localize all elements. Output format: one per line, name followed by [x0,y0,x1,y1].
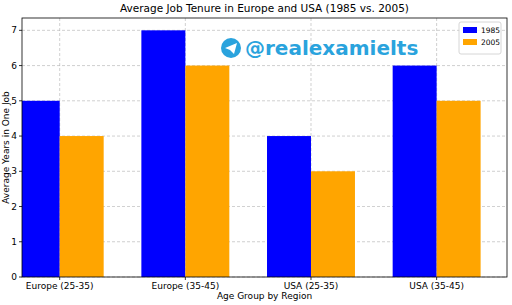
x-axis-label: Age Group by Region [217,291,312,301]
bars [22,30,481,277]
x-tick-label: Europe (25-35) [26,281,94,291]
y-axis-label: Average Years in One Job [1,91,11,204]
legend-box [459,22,501,54]
y-tick [19,30,22,31]
y-tick-label: 4 [11,131,17,141]
y-tick-label: 3 [11,166,17,176]
y-tick [19,277,22,278]
y-tick-label: 0 [11,272,17,282]
grid [22,18,507,277]
y-tick [19,65,22,66]
chart-svg: 0 1 2 3 4 5 6 7 Europe (25-35) Europe (35-45) USA … [0,0,512,305]
bar [22,101,60,277]
bar [141,30,185,277]
bar [185,66,229,277]
telegram-icon [221,38,241,58]
y-tick [19,136,22,137]
y-tick [19,206,22,207]
x-tick-label: Europe (35-45) [151,281,219,291]
title: Average Job Tenure in Europe and USA (19… [120,2,409,14]
bar [393,66,437,277]
telegram-plane [225,43,237,54]
x-tick-label: USA (25-35) [284,281,339,291]
bar [267,136,311,277]
x-tick-label: USA (35-45) [409,281,464,291]
legend-label: 2005 [481,38,500,47]
bar [437,101,481,277]
x-tick [59,277,60,280]
bar [311,171,355,277]
x-tick [185,277,186,280]
legend-swatch [463,27,477,33]
x-tick [310,277,311,280]
legend: 1985 2005 [459,22,501,54]
legend-swatch [463,39,477,45]
y-tick-label: 5 [11,96,17,106]
y-tick [19,241,22,242]
y-tick-label: 6 [11,61,17,71]
y-grid-line [22,30,507,31]
y-tick [19,100,22,101]
watermark: @realexamielts [221,36,418,60]
y-tick-label: 1 [11,237,17,247]
x-tick [436,277,437,280]
legend-label: 1985 [481,26,500,35]
watermark-text: @realexamielts [245,36,418,60]
y-tick-label: 7 [11,25,17,35]
bar [60,136,104,277]
chart-container: 0 1 2 3 4 5 6 7 Europe (25-35) Europe (35-45) USA … [0,0,512,305]
y-tick-label: 2 [11,202,17,212]
y-tick [19,171,22,172]
plot-frame [22,18,507,277]
